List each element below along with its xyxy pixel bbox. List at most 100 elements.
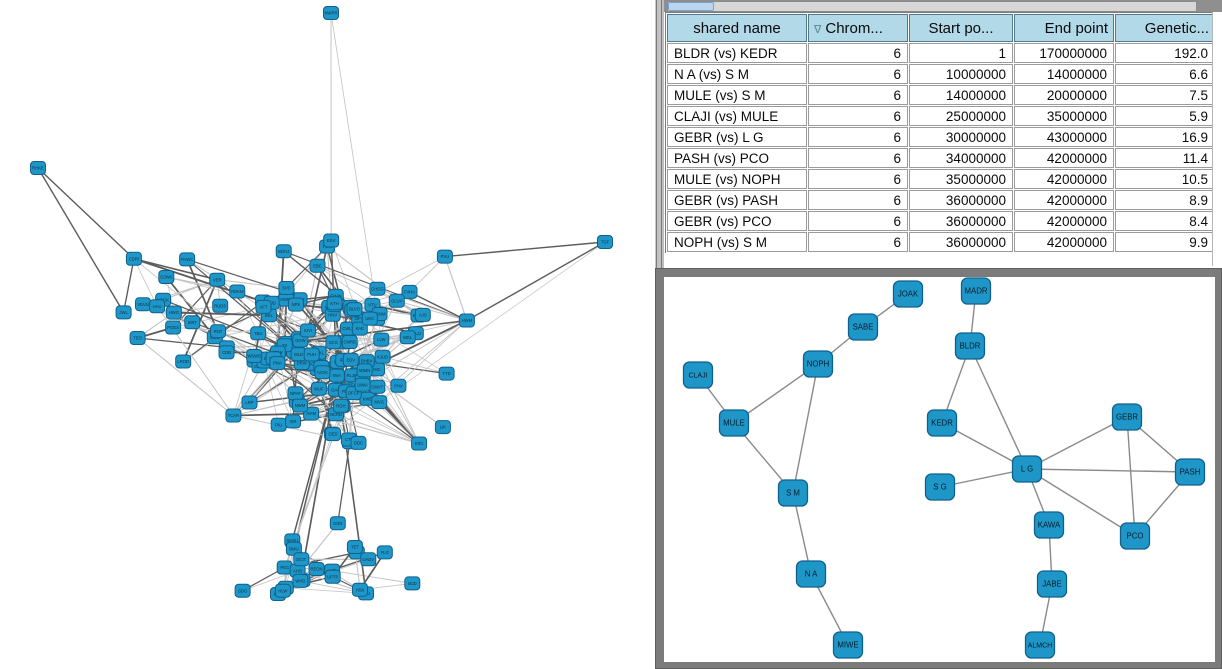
table-cell-genetic[interactable]: 6.6 xyxy=(1115,64,1215,84)
table-cell-chromosome[interactable]: 6 xyxy=(808,211,908,231)
network-node[interactable]: NPAF xyxy=(287,386,304,401)
column-header-chrom[interactable]: ∇ Chrom... xyxy=(808,14,908,42)
network-node[interactable]: UADV xyxy=(360,552,377,567)
network-node[interactable]: CHOG xyxy=(369,281,386,296)
table-cell-start[interactable]: 35000000 xyxy=(909,169,1013,189)
table-cell-shared_name[interactable]: MULE (vs) NOPH xyxy=(667,169,807,189)
table-cell-end[interactable]: 14000000 xyxy=(1014,64,1114,84)
network-node[interactable]: PHV xyxy=(390,378,407,393)
table-cell-end[interactable]: 43000000 xyxy=(1014,127,1114,147)
table-cell-chromosome[interactable]: 6 xyxy=(808,127,908,147)
network-node[interactable]: JWL xyxy=(115,305,132,320)
table-cell-start[interactable]: 36000000 xyxy=(909,190,1013,210)
network-node-JABE[interactable]: JABE xyxy=(1036,570,1068,598)
network-node[interactable]: IUVI xyxy=(299,323,316,338)
network-node[interactable]: LROD xyxy=(175,354,192,369)
table-cell-genetic[interactable]: 192.0 xyxy=(1115,43,1215,63)
network-node-NA[interactable]: N A xyxy=(795,560,827,588)
network-node[interactable]: HWG xyxy=(165,305,182,320)
table-cell-shared_name[interactable]: N A (vs) S M xyxy=(667,64,807,84)
network-node[interactable]: PUH xyxy=(303,347,320,362)
table-row[interactable]: BLDR (vs) KEDR 6 1 170000000 192.0 xyxy=(667,43,1215,63)
network-node-JOAK[interactable]: JOAK xyxy=(892,280,924,308)
network-node[interactable]: MJD xyxy=(404,576,421,591)
network-node[interactable]: TGF xyxy=(597,235,613,249)
network-node[interactable]: RDKM xyxy=(229,284,246,299)
column-header-genetic[interactable]: Genetic... xyxy=(1115,14,1215,42)
network-node[interactable]: UIMA xyxy=(354,377,371,392)
table-vscrollbar[interactable] xyxy=(1212,12,1222,266)
network-node-MULE[interactable]: MULE xyxy=(718,409,750,437)
table-cell-end[interactable]: 42000000 xyxy=(1014,232,1114,252)
column-header-endpoint[interactable]: End point xyxy=(1014,14,1114,42)
table-row[interactable]: MULE (vs) NOPH 6 35000000 42000000 10.5 xyxy=(667,169,1215,189)
network-node[interactable]: AFT xyxy=(255,299,272,314)
table-cell-end[interactable]: 42000000 xyxy=(1014,190,1114,210)
table-cell-genetic[interactable]: 16.9 xyxy=(1115,127,1215,147)
network-node-LG[interactable]: L G xyxy=(1011,455,1043,483)
network-node[interactable]: KJUD xyxy=(374,349,391,364)
table-cell-shared_name[interactable]: CLAJI (vs) MULE xyxy=(667,106,807,126)
network-node[interactable]: SIRT xyxy=(184,315,201,330)
table-cell-end[interactable]: 42000000 xyxy=(1014,169,1114,189)
large-network-canvas[interactable]: NWRRRHKETGFLTGVRLCUPIUBOPDVTUVDBBOHJFLRW… xyxy=(0,0,655,669)
network-node[interactable]: PIU xyxy=(270,417,287,432)
table-row[interactable]: GEBR (vs) PCO 6 36000000 42000000 8.4 xyxy=(667,211,1215,231)
network-node[interactable]: TET xyxy=(346,540,363,554)
network-node-ALMCH[interactable]: ALMCH xyxy=(1024,631,1056,659)
network-node[interactable]: VEVN xyxy=(135,297,151,312)
table-cell-chromosome[interactable]: 6 xyxy=(808,64,908,84)
column-header-sharedname[interactable]: shared name xyxy=(667,14,807,42)
network-node[interactable]: CMVT xyxy=(369,379,386,394)
network-node[interactable]: NWM xyxy=(292,398,308,413)
table-cell-shared_name[interactable]: NOPH (vs) S M xyxy=(667,232,807,252)
network-node[interactable]: FHWC xyxy=(179,252,196,267)
network-node[interactable]: EDV xyxy=(342,352,359,367)
table-cell-start[interactable]: 25000000 xyxy=(909,106,1013,126)
network-node[interactable]: MIMN xyxy=(356,363,373,378)
network-node[interactable]: DCIT xyxy=(293,552,310,567)
network-node[interactable]: BOHJ xyxy=(275,244,292,259)
table-row[interactable]: CLAJI (vs) MULE 6 25000000 35000000 5.9 xyxy=(667,106,1215,126)
table-cell-genetic[interactable]: 8.4 xyxy=(1115,211,1215,231)
network-node[interactable]: HLW xyxy=(274,583,291,598)
network-node[interactable]: KTH xyxy=(326,296,343,311)
network-node-SG[interactable]: S G xyxy=(924,473,956,501)
table-cell-end[interactable]: 170000000 xyxy=(1014,43,1114,63)
network-node[interactable]: FLG xyxy=(376,545,393,560)
network-node[interactable]: WEL xyxy=(399,330,416,345)
network-node-BLDR[interactable]: BLDR xyxy=(954,332,986,360)
table-row[interactable]: MULE (vs) S M 6 14000000 20000000 7.5 xyxy=(667,85,1215,105)
network-node[interactable]: UKC xyxy=(361,311,378,326)
table-cell-end[interactable]: 35000000 xyxy=(1014,106,1114,126)
table-cell-chromosome[interactable]: 6 xyxy=(808,106,908,126)
network-node[interactable]: NWRR xyxy=(323,6,339,20)
table-cell-chromosome[interactable]: 6 xyxy=(808,232,908,252)
table-cell-start[interactable]: 36000000 xyxy=(909,211,1013,231)
network-node-GEBR[interactable]: GEBR xyxy=(1111,403,1143,431)
network-node[interactable]: HWM xyxy=(458,313,475,328)
network-node-PASH[interactable]: PASH xyxy=(1174,458,1206,486)
table-cell-genetic[interactable]: 11.4 xyxy=(1115,148,1215,168)
network-node[interactable]: OJWK xyxy=(158,270,175,284)
network-node-SM[interactable]: S M xyxy=(777,479,809,507)
network-node[interactable]: SVC xyxy=(278,281,295,295)
table-cell-start[interactable]: 30000000 xyxy=(909,127,1013,147)
network-node-SABE[interactable]: SABE xyxy=(847,313,879,341)
table-cell-shared_name[interactable]: PASH (vs) PCO xyxy=(667,148,807,168)
network-node[interactable]: ESV xyxy=(323,233,340,248)
table-cell-genetic[interactable]: 7.5 xyxy=(1115,85,1215,105)
table-cell-shared_name[interactable]: GEBR (vs) L G xyxy=(667,127,807,147)
table-cell-shared_name[interactable]: GEBR (vs) PASH xyxy=(667,190,807,210)
table-cell-chromosome[interactable]: 6 xyxy=(808,43,908,63)
table-cell-shared_name[interactable]: GEBR (vs) PCO xyxy=(667,211,807,231)
table-cell-chromosome[interactable]: 6 xyxy=(808,85,908,105)
network-node[interactable]: CDB xyxy=(218,345,235,360)
network-node[interactable]: RNT xyxy=(210,324,226,339)
table-cell-shared_name[interactable]: MULE (vs) S M xyxy=(667,85,807,105)
network-node[interactable]: NVA xyxy=(328,368,345,383)
network-node[interactable]: TCAR xyxy=(225,408,242,423)
table-cell-chromosome[interactable]: 6 xyxy=(808,190,908,210)
table-cell-start[interactable]: 36000000 xyxy=(909,232,1013,252)
network-node[interactable]: PNA xyxy=(269,356,286,371)
